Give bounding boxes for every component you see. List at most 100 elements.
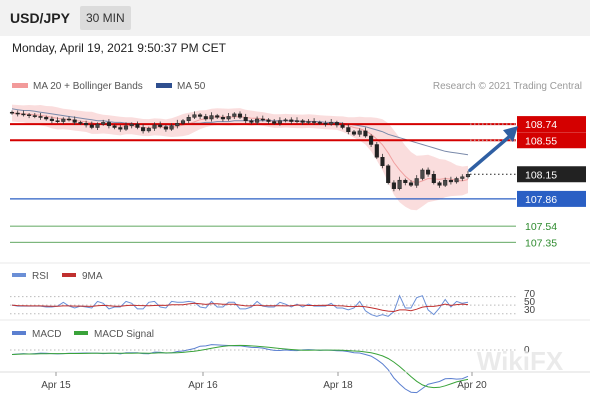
candle-body [72,119,77,123]
candle-body [32,115,37,117]
candle-body [237,113,243,118]
candle-body [106,122,111,127]
rsi-panel [10,294,518,317]
candle-body [300,120,305,123]
rsi-level-50: 50 [524,297,536,308]
level-label-107.54: 107.54 [525,221,557,233]
candle-body [141,127,146,132]
macd-zero-label: 0 [524,345,530,356]
candle-body [169,125,174,130]
candle-body [397,179,402,189]
candle-body [380,157,385,166]
rsi-legend-swatch [12,273,26,277]
candle-body [289,119,294,122]
candle-body [61,118,66,122]
candle-body [129,123,134,127]
macd-panel [10,344,518,394]
watermark: WikiFX [477,346,564,376]
level-label-108.74: 108.74 [525,119,557,131]
rsi-level-30: 30 [524,305,536,316]
macd-legend-label: MACD [32,329,61,340]
candle-body [84,123,89,126]
candle-body [306,121,311,123]
candle-body [118,127,123,130]
rsi-level-70: 70 [524,289,536,300]
candle-body [215,115,220,118]
forecast-arrow [468,126,518,172]
candle-body [408,182,414,186]
candle-body [426,169,431,175]
level-tag-107.86 [517,190,586,207]
candle-body [294,120,300,122]
candle-body [203,116,208,120]
candle-body [351,131,357,135]
candle-body [431,174,436,183]
candle-body [420,169,425,179]
candle-body [89,124,94,128]
price-levels: 108.74 108.55 108.15 107.86 107.54 107.35 [10,116,586,249]
candle-body [163,126,168,130]
candle-body [209,115,214,120]
candle-body [260,118,265,121]
candle-body [283,119,288,122]
candle-body [180,120,186,124]
candle-body [158,124,163,127]
candle-body [317,122,322,124]
level-label-108.15: 108.15 [525,169,557,181]
candle-body [277,120,282,124]
candle-body [192,114,197,118]
candle-body [374,144,379,158]
interval-button[interactable]: 30 MIN [80,6,131,30]
rsi-line [11,294,469,317]
candle-body [49,118,54,121]
x-tick-label: Apr 20 [457,380,487,391]
forecast-arrow-shaft [468,134,512,172]
candle-body [266,119,271,122]
rsi-ma-legend-swatch [62,273,76,277]
candle-body [44,117,49,120]
ma50-line [11,108,469,156]
chart-datetime: Monday, April 19, 2021 9:50:37 PM CET [12,41,226,55]
macd-signal-line [11,344,469,389]
candle-body [55,120,60,122]
level-tag-108.74 [517,116,586,133]
level-label-107.35: 107.35 [525,237,557,249]
candle-body [243,117,248,121]
ma50-polyline [11,108,469,156]
candle-body [443,179,448,186]
candle-body [198,114,203,117]
candle-body [448,179,453,183]
rsi-ma-legend-label: 9MA [82,271,103,282]
candle-body [226,116,231,120]
candle-body [220,117,225,120]
level-label-107.86: 107.86 [525,194,557,206]
chart-header: USD/JPY 30 MIN [0,0,590,36]
x-tick-label: Apr 15 [41,380,71,391]
candle-body [135,123,140,128]
candle-body [391,182,396,189]
candle-body [95,123,100,128]
candle-body [38,116,43,118]
symbol-title: USD/JPY [10,10,70,26]
candle-body [414,178,419,186]
candle-body [78,122,83,124]
candle-body [175,123,180,127]
candle-body [460,176,465,179]
candle-body [465,174,471,178]
candle-body [323,123,328,125]
candle-body [123,125,129,130]
candle-body [386,165,391,183]
candle-body [334,122,339,126]
x-axis: Apr 15 Apr 16 Apr 18 Apr 20 [41,372,487,391]
candle-body [312,121,317,123]
x-tick-label: Apr 16 [188,380,218,391]
candle-body [369,135,374,145]
rsi-ma-line [11,302,469,313]
macd-line [11,344,469,394]
candle-body [272,121,277,124]
candle-body [357,130,362,135]
copyright-text: Research © 2021 Trading Central [433,81,582,92]
x-tick-label: Apr 18 [323,380,353,391]
candle-body [186,117,191,121]
candle-body [454,178,459,183]
